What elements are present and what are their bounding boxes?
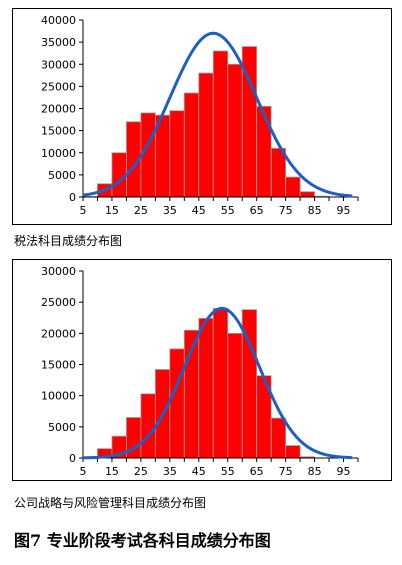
x-tick-label: 25 — [134, 465, 148, 478]
x-tick-label: 85 — [308, 204, 322, 217]
histogram-bar — [198, 72, 214, 198]
x-tick-label: 5 — [80, 465, 87, 478]
y-tick-label: 15000 — [41, 125, 76, 138]
histogram-bar — [256, 105, 272, 198]
histogram-bar — [227, 332, 243, 459]
figure-title: 图7 专业阶段考试各科目成绩分布图 — [14, 531, 271, 550]
y-tick-label: 5000 — [48, 169, 76, 182]
y-tick-label: 20000 — [41, 103, 76, 116]
y-tick-label: 30000 — [41, 265, 76, 278]
x-tick-label: 75 — [279, 204, 293, 217]
x-tick-label: 5 — [80, 204, 87, 217]
x-tick-label: 35 — [163, 204, 177, 217]
y-tick-label: 10000 — [41, 147, 76, 160]
x-tick-label: 65 — [250, 204, 264, 217]
y-tick-label: 40000 — [41, 14, 76, 27]
y-tick-label: 0 — [69, 452, 76, 465]
y-tick-label: 30000 — [41, 58, 76, 71]
x-tick-label: 15 — [105, 204, 119, 217]
x-tick-label: 95 — [337, 204, 351, 217]
x-tick-label: 15 — [105, 465, 119, 478]
y-tick-label: 35000 — [41, 36, 76, 49]
y-tick-label: 0 — [69, 191, 76, 204]
y-tick-label: 20000 — [41, 327, 76, 340]
histogram-bar — [183, 92, 200, 198]
normal-curve — [82, 31, 353, 198]
x-tick-label: 55 — [221, 204, 235, 217]
chart-caption-strategy: 公司战略与风险管理科目成绩分布图 — [14, 496, 207, 510]
chart-tax-law: 0 5000 10000 15000 20000 25000 30000 35000 40000… — [41, 14, 359, 217]
histogram-bar — [270, 417, 287, 459]
x-tick-label: 55 — [221, 465, 235, 478]
histogram-bar — [285, 445, 301, 459]
histogram-bar — [111, 152, 127, 198]
y-tick-label: 15000 — [41, 359, 76, 372]
chart-strategy-risk: 0 5000 10000 15000 20000 25000 30000 5 15 25 35 45 5… — [41, 265, 359, 478]
histogram-bar — [299, 191, 315, 198]
histogram-bar — [212, 308, 229, 459]
histogram-bar — [198, 317, 214, 459]
histogram-bar — [169, 348, 185, 459]
chart-panel-strategy: 0 5000 10000 15000 20000 25000 30000 5 15 25 35 45 5… — [12, 259, 392, 481]
histogram-bar — [285, 176, 301, 198]
chart-caption-tax: 税法科目成绩分布图 — [14, 234, 123, 248]
histogram-bar — [270, 147, 287, 198]
y-tick-label: 5000 — [48, 421, 76, 434]
y-tick-label: 10000 — [41, 390, 76, 403]
x-tick-label: 95 — [337, 465, 351, 478]
x-tick-label: 35 — [163, 465, 177, 478]
x-tick-label: 25 — [134, 204, 148, 217]
x-tick-label: 75 — [279, 465, 293, 478]
x-tick-label: 65 — [250, 465, 264, 478]
histogram-bar — [227, 63, 243, 198]
y-tick-label: 25000 — [41, 80, 76, 93]
x-tick-label: 45 — [192, 204, 206, 217]
histogram-bar — [140, 393, 156, 459]
histogram-bar — [169, 110, 185, 198]
x-tick-label: 45 — [192, 465, 206, 478]
histogram-bar — [212, 50, 229, 198]
x-tick-label: 85 — [308, 465, 322, 478]
normal-curve — [82, 306, 353, 460]
y-tick-label: 25000 — [41, 296, 76, 309]
chart-panel-tax: 0 5000 10000 15000 20000 25000 30000 35000 40000… — [12, 8, 392, 225]
